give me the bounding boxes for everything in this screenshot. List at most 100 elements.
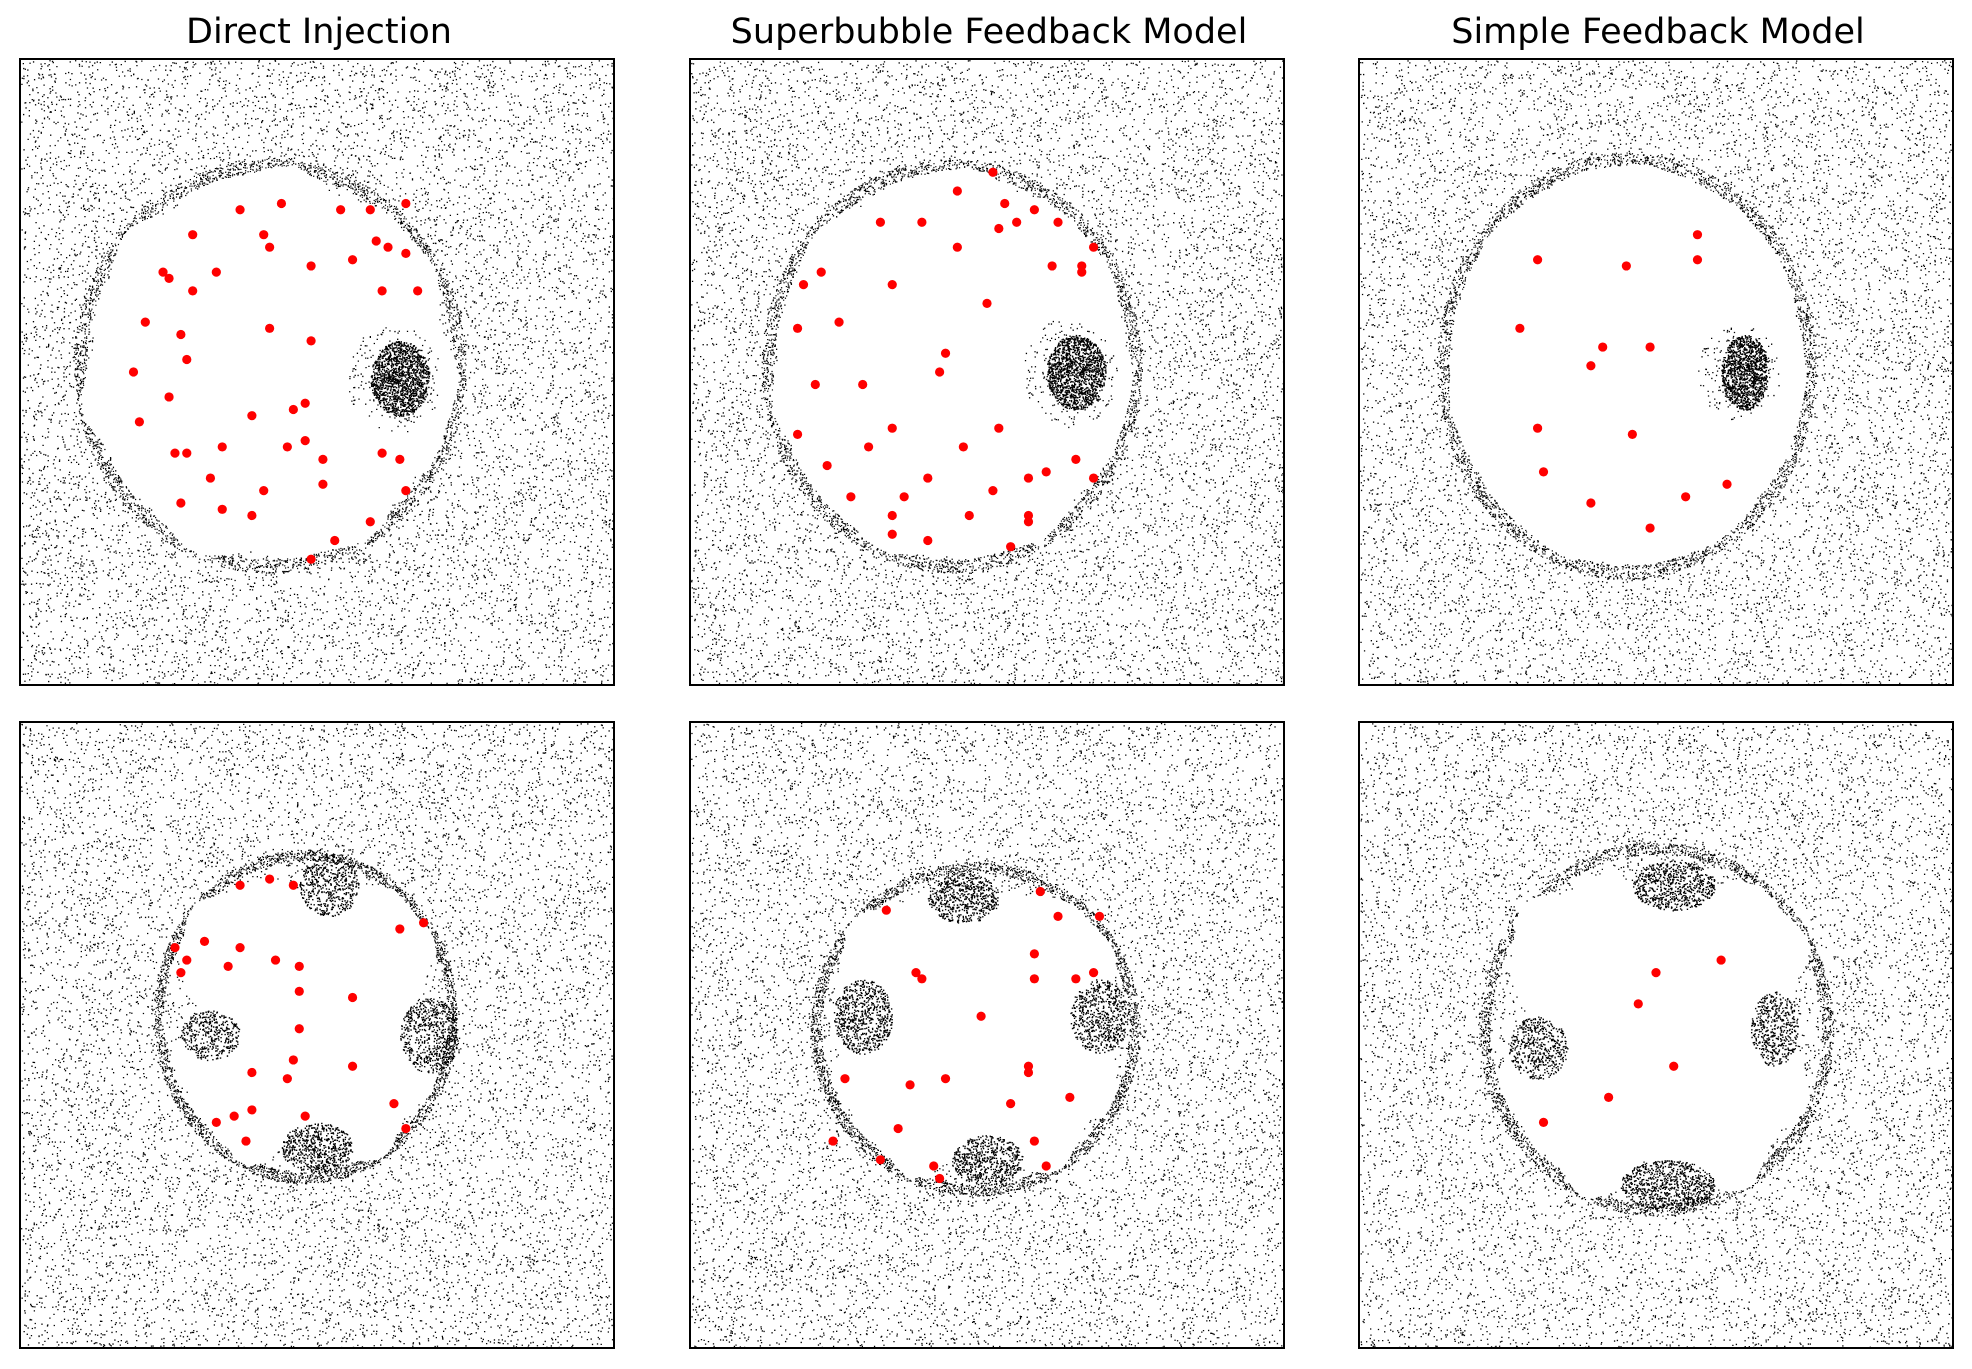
gas-particles [691, 60, 1283, 684]
star-particle [283, 442, 292, 451]
star-particle [834, 318, 843, 327]
star-particle [888, 424, 897, 433]
star-particle [295, 1024, 304, 1033]
particle-plot [691, 723, 1283, 1347]
star-particle [953, 186, 962, 195]
star-particle [348, 255, 357, 264]
star-particle [1024, 517, 1033, 526]
star-particle [823, 461, 832, 470]
star-particle [206, 473, 215, 482]
star-particle [1053, 218, 1062, 227]
star-particle [366, 517, 375, 526]
star-particle [882, 906, 891, 915]
star-particle [265, 874, 274, 883]
star-particle [348, 1062, 357, 1071]
star-particle [129, 367, 138, 376]
star-particle [218, 442, 227, 451]
star-particle [218, 505, 227, 514]
star-particle [1065, 1093, 1074, 1102]
star-particle [348, 993, 357, 1002]
particle-plot [1360, 723, 1952, 1347]
star-particle [1071, 974, 1080, 983]
star-particle [1645, 523, 1654, 532]
star-particle [1030, 974, 1039, 983]
star-particle [247, 511, 256, 520]
star-particle [395, 455, 404, 464]
star-particle [247, 411, 256, 420]
star-particle [318, 455, 327, 464]
star-particle [378, 286, 387, 295]
star-particle [1645, 342, 1654, 351]
star-particle [289, 405, 298, 414]
star-particle [372, 236, 381, 245]
star-particle [793, 430, 802, 439]
star-particle [306, 261, 315, 270]
star-particle [959, 442, 968, 451]
star-particle [1693, 230, 1702, 239]
star-particle [1651, 968, 1660, 977]
star-particle [164, 274, 173, 283]
star-particle [182, 955, 191, 964]
panel-simple-feedback-top [1358, 58, 1954, 686]
particle-plot [691, 60, 1283, 684]
star-particle [923, 536, 932, 545]
star-particle [1006, 542, 1015, 551]
panel-superbubble-bottom [689, 721, 1285, 1349]
star-particle [988, 168, 997, 177]
gas-particles [691, 723, 1283, 1347]
gas-particles [21, 723, 613, 1347]
star-particle [1024, 1068, 1033, 1077]
star-particle [1042, 1161, 1051, 1170]
star-particle [135, 417, 144, 426]
star-particle [793, 324, 802, 333]
star-particle [1717, 955, 1726, 964]
star-particle [271, 955, 280, 964]
star-particle [1622, 261, 1631, 270]
star-particle [235, 205, 244, 214]
star-particle [1024, 473, 1033, 482]
star-particle [1000, 199, 1009, 208]
star-particle [1634, 999, 1643, 1008]
star-particle [876, 218, 885, 227]
star-particle [923, 473, 932, 482]
star-particle [289, 1055, 298, 1064]
star-particle [265, 324, 274, 333]
star-particle [188, 230, 197, 239]
star-particle [182, 355, 191, 364]
star-particle [1598, 342, 1607, 351]
star-particle [1077, 261, 1086, 270]
star-particle [1586, 498, 1595, 507]
star-particle [230, 1112, 239, 1121]
gas-particles [1360, 60, 1952, 684]
star-particle [301, 436, 310, 445]
panel-simple-feedback-bottom [1358, 721, 1954, 1349]
star-particle [176, 330, 185, 339]
star-particle [994, 424, 1003, 433]
star-particle [917, 218, 926, 227]
star-particle [141, 318, 150, 327]
star-particle [330, 536, 339, 545]
star-particle [212, 1118, 221, 1127]
star-particle [1042, 467, 1051, 476]
star-particle [212, 268, 221, 277]
star-particle [241, 1136, 250, 1145]
star-particle [1012, 218, 1021, 227]
star-particle [888, 530, 897, 539]
star-particle [858, 380, 867, 389]
panel-direct-injection-top [19, 58, 615, 686]
star-particle [953, 243, 962, 252]
star-particle [965, 511, 974, 520]
star-particle [1681, 492, 1690, 501]
star-particle [941, 1074, 950, 1083]
star-particle [1036, 887, 1045, 896]
star-particle [894, 1124, 903, 1133]
star-particle [401, 486, 410, 495]
star-particle [905, 1080, 914, 1089]
star-particle [976, 1012, 985, 1021]
column-title-superbubble-feedback: Superbubble Feedback Model [689, 8, 1289, 56]
star-particle [1006, 1099, 1015, 1108]
star-particle [176, 498, 185, 507]
panel-direct-injection-bottom [19, 721, 615, 1349]
gas-particles [21, 60, 613, 684]
star-particle [888, 280, 897, 289]
